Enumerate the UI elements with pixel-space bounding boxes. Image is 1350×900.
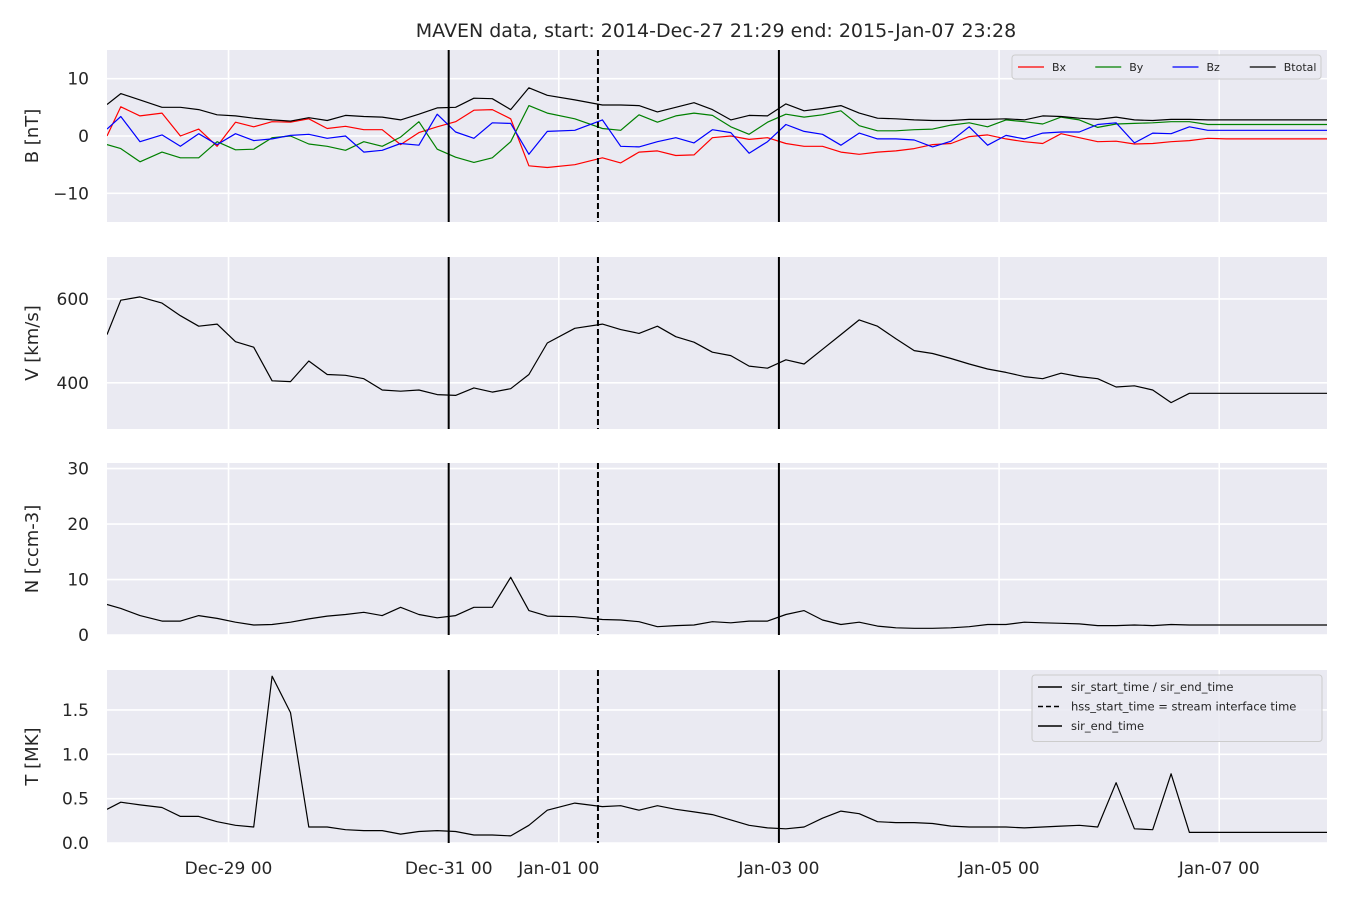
x-tick-label: Jan-01 00 [517,859,599,879]
y-tick-label: 30 [67,460,89,480]
legend: sir_start_time / sir_end_time hss_start_t… [1031,674,1323,742]
x-tick-label: Dec-29 00 [185,859,273,879]
y-axis-label: B [nT] [22,109,43,164]
y-tick-label: −10 [53,184,89,204]
panel-1: −10 0 10 B [nT] Bx By Bz Btotal [22,50,1327,222]
panel-2: 400 600 V [km/s] [22,257,1327,429]
series-group [107,675,1327,837]
y-tick-label: 600 [57,290,89,310]
legend-label: Bz [1207,61,1221,74]
y-axis-label: T [MK] [22,727,43,786]
y-tick-label: 0.5 [62,790,89,810]
series-group [107,576,1327,629]
series-line-btotal [107,87,1327,122]
y-tick-label: 1.5 [62,701,89,721]
legend-label: Bx [1052,61,1067,74]
x-tick-label: Jan-03 00 [737,859,819,879]
figure-title: MAVEN data, start: 2014-Dec-27 21:29 end… [416,20,1016,42]
y-tick-label: 400 [57,374,89,394]
panel-4: 0.0 0.5 1.0 1.5 T [MK] Dec-29 00 Dec-31 00 Jan-… [22,670,1327,879]
y-tick-label: 0.0 [62,834,89,854]
y-tick-label: 20 [67,515,89,535]
y-tick-label: 1.0 [62,745,89,765]
series-line-bz [107,113,1327,155]
panel-3: 0 10 20 30 N [ccm-3] [22,460,1327,646]
legend: Bx By Bz Btotal [1011,54,1322,80]
series-line [107,296,1327,404]
series-line [107,675,1327,837]
legend-label: sir_end_time [1071,719,1144,733]
legend-label: sir_start_time / sir_end_time [1071,680,1233,694]
series-line-bx [107,106,1327,169]
series-line [107,576,1327,629]
series-line-by [107,104,1327,163]
legend-box [1011,54,1322,80]
y-tick-label: 0 [78,127,89,147]
series-group [107,296,1327,404]
plot-background [107,257,1327,429]
x-tick-label: Jan-07 00 [1178,859,1260,879]
legend-label: By [1129,61,1144,74]
legend-box [1031,674,1323,742]
x-tick-label: Jan-05 00 [958,859,1040,879]
x-tick-label: Dec-31 00 [405,859,493,879]
legend-label: Btotal [1284,61,1317,74]
y-tick-label: 0 [78,626,89,646]
y-axis-label: V [km/s] [22,305,43,380]
series-group [107,87,1327,169]
legend-label: hss_start_time = stream interface time [1071,700,1296,714]
plot-background [107,463,1327,635]
y-tick-label: 10 [67,70,89,90]
y-tick-label: 10 [67,571,89,591]
y-axis-label: N [ccm-3] [22,505,43,594]
